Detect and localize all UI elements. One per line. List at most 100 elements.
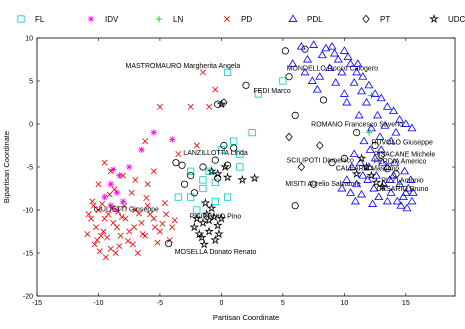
data-point-pd [134, 249, 141, 257]
point-annotation: RUVOLO Giuseppe [371, 140, 433, 147]
data-point-udc [201, 209, 212, 219]
data-point-udc [206, 203, 217, 213]
data-point-pd [95, 181, 102, 188]
data-point-udc [191, 213, 202, 223]
data-point-pdl [396, 201, 406, 209]
data-point-mixed [199, 163, 207, 171]
data-point-pd [107, 168, 114, 175]
data-point-idv [138, 146, 145, 153]
data-point-pdl [337, 67, 347, 76]
data-point-idv [110, 166, 117, 173]
data-point-pd [112, 249, 119, 257]
data-point-pt [316, 141, 324, 150]
x-tick-label: 10 [340, 300, 348, 307]
data-point-pdl [345, 59, 356, 67]
data-point-pdl [296, 42, 306, 50]
data-point-pdl [373, 110, 383, 119]
data-point-udc [206, 166, 217, 176]
y-axis-label: Bipartisan Coordinate [2, 131, 11, 203]
data-point-fl [211, 178, 219, 187]
data-point-pdl [312, 85, 322, 93]
data-point-pdl [325, 63, 335, 72]
data-point-pd [150, 215, 157, 222]
data-point-pd [199, 69, 206, 76]
legend-marker [288, 14, 298, 22]
x-tick-label: 5 [281, 300, 285, 307]
data-point-fl [223, 193, 232, 201]
y-tick-label: -5 [27, 165, 33, 172]
data-point-pdl [352, 67, 362, 76]
data-point-pdl [347, 162, 357, 170]
data-point-pt [285, 132, 293, 142]
data-point-pd [84, 231, 91, 238]
data-point-pd [93, 224, 100, 231]
legend-item-ln: LN [155, 15, 183, 24]
data-point-pd [121, 202, 128, 209]
point-annotation: LANZILLOTTA Linda [183, 150, 248, 157]
data-point-pd [156, 228, 163, 235]
data-point-pdl [321, 43, 331, 52]
data-point-udc [216, 213, 227, 223]
plot-area: MASTROMAURO Margherita Angela MONDELLO Ro… [84, 40, 435, 261]
point-annotation: PISICCHIO Pino [189, 214, 241, 221]
data-point-mixed [214, 174, 222, 182]
data-point-pd [129, 241, 136, 248]
data-point-mixed [220, 141, 228, 150]
data-point-fl [254, 90, 262, 98]
data-point-pdl [359, 136, 369, 145]
data-point-mixed [187, 172, 195, 180]
data-point-pdl [389, 171, 399, 179]
data-point-fl [236, 163, 244, 171]
legend-item-pdl: PDL [288, 14, 323, 24]
point-annotation: FEDI Marco [253, 88, 290, 95]
data-point-pdl [376, 145, 386, 153]
data-point-pd [89, 198, 96, 205]
data-point-mixed [377, 151, 385, 159]
legend-label: IDV [105, 15, 119, 24]
y-tick-label: 0 [29, 122, 33, 129]
data-point-mixed [223, 161, 232, 169]
data-point-udc [204, 226, 214, 236]
data-point-fl [199, 184, 207, 193]
data-point-mixed [164, 239, 173, 248]
data-point-pdl [375, 132, 385, 140]
legend-label: LN [173, 15, 183, 24]
data-point-pdl [337, 183, 347, 192]
data-point-mixed [392, 170, 400, 178]
point-annotation: CESARIO Bruno [376, 186, 428, 193]
data-point-pd [156, 103, 163, 110]
data-point-udc [209, 211, 219, 221]
data-point-udc [237, 174, 248, 185]
data-point-pdl [349, 149, 359, 158]
data-point-mixed [178, 161, 186, 169]
data-point-pd [100, 228, 107, 235]
data-point-pd [131, 224, 138, 231]
data-point-pd [206, 103, 213, 110]
data-point-udc [212, 220, 223, 230]
data-point-pdl [403, 183, 413, 192]
data-point-pdl [342, 175, 352, 183]
data-point-fl [248, 128, 256, 137]
data-point-pd [105, 211, 112, 218]
data-point-pdl [355, 158, 365, 166]
data-point-mixed [180, 180, 189, 188]
x-tick-label: 15 [402, 300, 410, 307]
data-point-pdl [376, 93, 386, 102]
data-point-udc [356, 153, 367, 163]
data-point-mixed [242, 81, 250, 89]
data-point-pdl [349, 78, 359, 86]
data-point-udc [199, 239, 210, 249]
data-point-pd [124, 237, 131, 244]
data-point-udc [214, 228, 224, 239]
data-point-pdl [390, 158, 400, 166]
data-point-pdl [391, 128, 401, 136]
data-point-pdl [342, 97, 352, 106]
legend-marker [362, 14, 370, 24]
data-point-pd [187, 103, 194, 110]
data-point-pdl [369, 183, 379, 192]
data-point-idv [169, 136, 176, 143]
data-point-pdl [385, 175, 395, 183]
legend-label: PD [241, 15, 252, 24]
data-point-mixed [211, 156, 219, 164]
